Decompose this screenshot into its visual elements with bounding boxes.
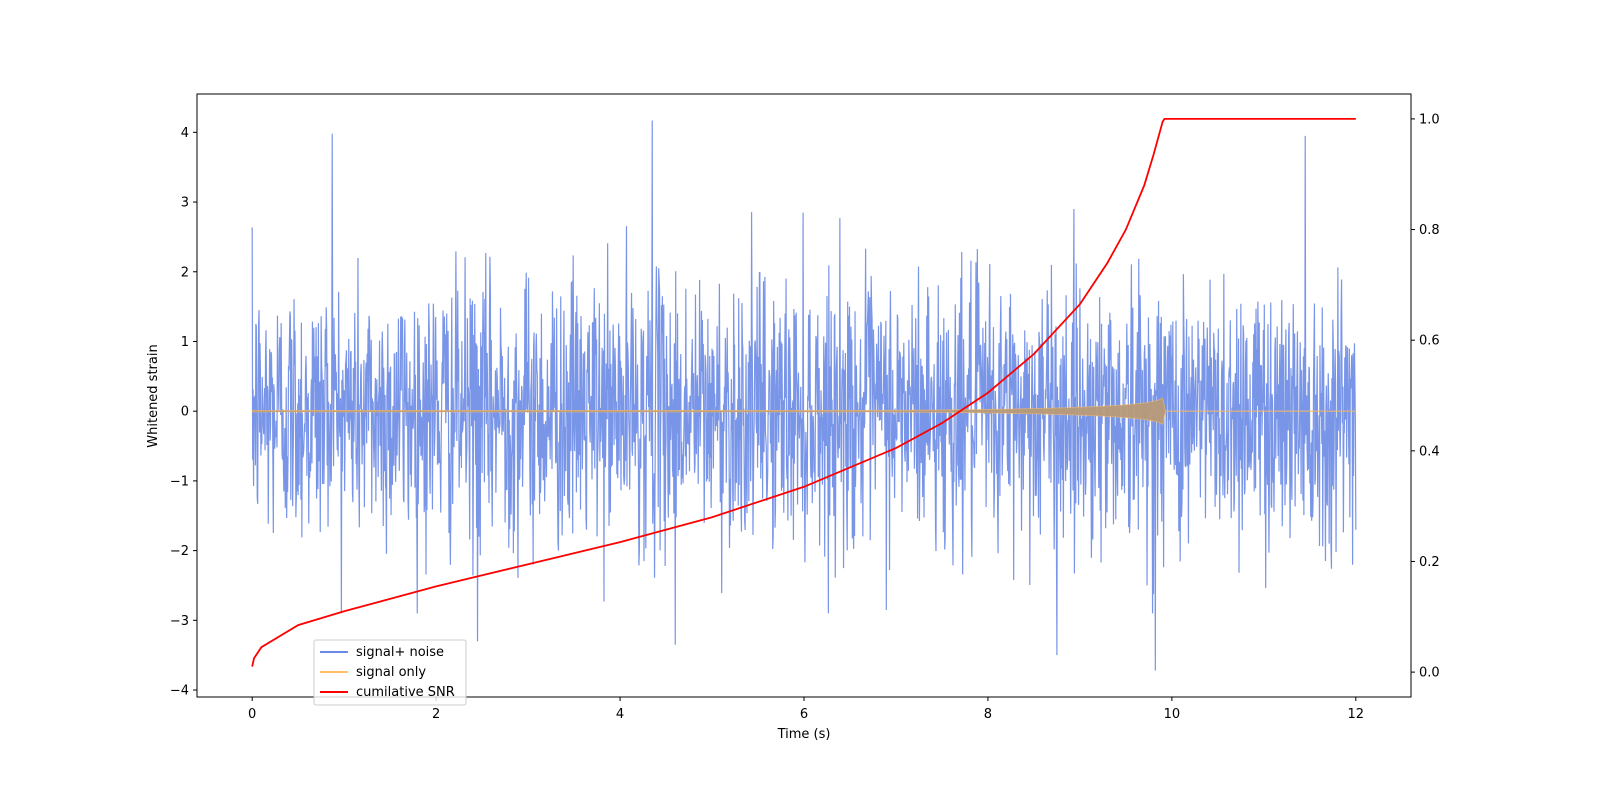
- x-tick-label: 10: [1164, 707, 1181, 722]
- x-tick-label: 2: [432, 707, 440, 722]
- y-tick-label: 3: [181, 196, 189, 211]
- y-tick-label: −3: [170, 614, 189, 629]
- y2-tick-label: 0.4: [1419, 444, 1440, 459]
- x-tick-label: 12: [1348, 707, 1365, 722]
- legend-label-signal-noise: signal+ noise: [356, 645, 444, 660]
- legend-label-signal-only: signal only: [356, 665, 426, 680]
- legend-box: [313, 639, 467, 706]
- plot-area: [251, 117, 1357, 671]
- y-tick-label: −2: [170, 544, 189, 559]
- y2-tick-label: 1.0: [1419, 112, 1440, 127]
- y-axis-left: −4 −3 −2 −1 0 1 2 3 4: [170, 126, 197, 699]
- legend: signal+ noise signal only cumilative SNR: [313, 639, 467, 706]
- series-signal-only-band: [251, 397, 1357, 425]
- x-tick-label: 4: [616, 707, 624, 722]
- series-cumulative-snr-line: [251, 117, 1356, 667]
- series-signal-noise-line: [251, 120, 1357, 671]
- x-tick-label: 0: [248, 707, 256, 722]
- y-tick-label: 0: [181, 405, 189, 420]
- legend-label-cumulative-snr: cumilative SNR: [356, 685, 455, 700]
- y-axis-label: Whitened strain: [146, 344, 161, 447]
- y-tick-label: 1: [181, 335, 189, 350]
- y2-tick-label: 0.2: [1419, 555, 1440, 570]
- x-tick-label: 8: [984, 707, 992, 722]
- y-axis-right: 0.0 0.2 0.4 0.6 0.8 1.0: [1411, 112, 1440, 681]
- y-tick-label: −1: [170, 474, 189, 489]
- y-tick-label: −4: [170, 684, 189, 699]
- y2-tick-label: 0.0: [1419, 666, 1440, 681]
- y2-tick-label: 0.8: [1419, 223, 1440, 238]
- y-tick-label: 2: [181, 265, 189, 280]
- x-axis: 0 2 4 6 8 10 12: [248, 697, 1364, 722]
- y-tick-label: 4: [181, 126, 189, 141]
- y2-tick-label: 0.6: [1419, 334, 1440, 349]
- x-tick-label: 6: [800, 707, 808, 722]
- x-axis-label: Time (s): [777, 727, 831, 742]
